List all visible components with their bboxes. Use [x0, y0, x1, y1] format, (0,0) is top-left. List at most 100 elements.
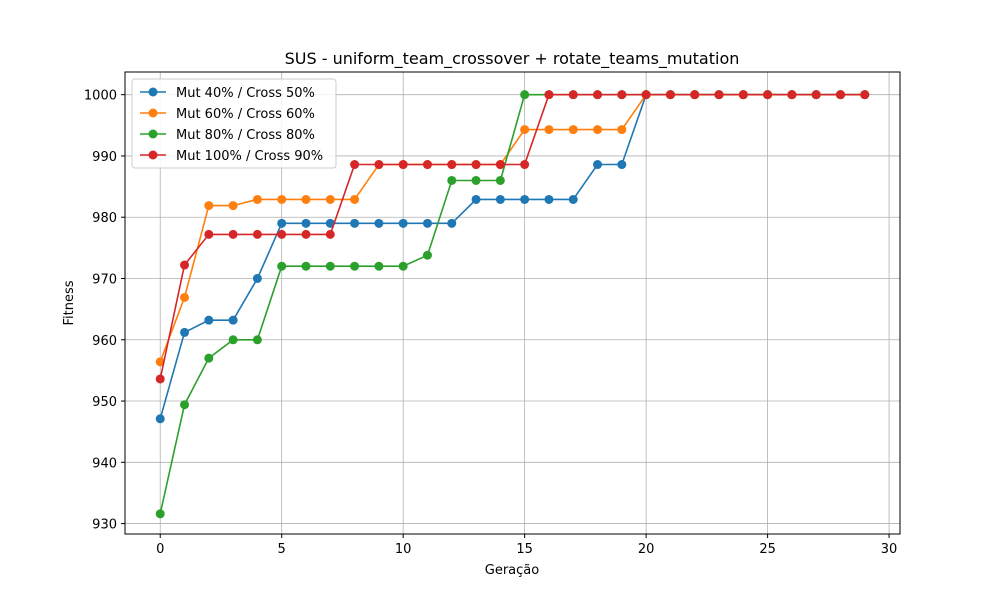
data-point [544, 194, 554, 204]
data-point [568, 90, 578, 100]
chart-title: SUS - uniform_team_crossover + rotate_te… [285, 49, 740, 69]
data-point [252, 273, 262, 283]
data-point [325, 194, 335, 204]
data-point [155, 509, 165, 519]
data-point [180, 400, 190, 410]
data-point [398, 160, 408, 170]
data-point [301, 194, 311, 204]
plot-frame [124, 71, 901, 535]
data-point [301, 261, 311, 271]
data-point [301, 218, 311, 228]
data-point [617, 90, 627, 100]
y-tick-label: 960 [92, 334, 117, 349]
legend-label: Mut 40% / Cross 50% [176, 86, 315, 101]
data-point [665, 90, 675, 100]
data-point [495, 175, 505, 185]
y-tick-label: 990 [92, 150, 117, 165]
data-point [471, 194, 481, 204]
x-tick-label: 20 [638, 542, 655, 557]
data-point [252, 335, 262, 345]
data-point [180, 292, 190, 302]
data-point [374, 218, 384, 228]
data-point [398, 218, 408, 228]
data-point [763, 90, 773, 100]
legend-label: Mut 100% / Cross 90% [176, 149, 323, 164]
data-point [228, 201, 238, 211]
data-point [447, 218, 457, 228]
data-point [495, 194, 505, 204]
data-point [204, 229, 214, 239]
legend-marker [148, 129, 158, 139]
y-tick-label: 1000 [84, 89, 117, 104]
data-point [690, 90, 700, 100]
legend-item: Mut 80% / Cross 80% [140, 128, 315, 143]
data-point [277, 194, 287, 204]
data-point [398, 261, 408, 271]
x-tick-label: 15 [516, 542, 533, 557]
data-point [252, 194, 262, 204]
data-point [422, 250, 432, 260]
data-point [155, 357, 165, 367]
y-tick-label: 950 [92, 395, 117, 410]
data-point [471, 160, 481, 170]
data-point [350, 218, 360, 228]
x-tick-label: 25 [759, 542, 776, 557]
data-point [811, 90, 821, 100]
legend-item: Mut 60% / Cross 60% [140, 107, 315, 122]
data-point [471, 175, 481, 185]
data-point [350, 160, 360, 170]
data-point [228, 229, 238, 239]
legend-marker [148, 150, 158, 160]
data-point [350, 194, 360, 204]
data-point [568, 125, 578, 135]
x-axis-title: Geração [485, 563, 539, 578]
data-point [277, 261, 287, 271]
y-tick-label: 980 [92, 211, 117, 226]
legend-item: Mut 100% / Cross 90% [140, 149, 323, 164]
data-point [835, 90, 845, 100]
data-point [180, 260, 190, 270]
data-point [301, 229, 311, 239]
y-axis: 930 940 950 960 970 980 990 1000 [84, 89, 125, 533]
data-point [617, 160, 627, 170]
series-4 [155, 90, 870, 384]
data-point [641, 90, 651, 100]
data-point [204, 201, 214, 211]
data-point [544, 90, 554, 100]
data-point [520, 160, 530, 170]
data-point [422, 160, 432, 170]
data-point [447, 160, 457, 170]
data-point [277, 229, 287, 239]
data-point [520, 194, 530, 204]
data-point [155, 374, 165, 384]
y-axis-title: Fitness [62, 280, 77, 325]
data-point [325, 229, 335, 239]
y-tick-label: 940 [92, 456, 117, 471]
data-point [447, 175, 457, 185]
data-point [325, 261, 335, 271]
data-point [180, 327, 190, 337]
data-point [714, 90, 724, 100]
data-point [422, 218, 432, 228]
legend-marker [148, 108, 158, 118]
data-point [520, 125, 530, 135]
series-layer [155, 90, 870, 519]
x-tick-label: 0 [156, 542, 164, 557]
data-point [593, 125, 603, 135]
legend-label: Mut 60% / Cross 60% [176, 107, 315, 122]
data-point [374, 160, 384, 170]
legend: Mut 40% / Cross 50% Mut 60% / Cross 60% Mu… [131, 78, 337, 169]
y-tick-label: 930 [92, 518, 117, 533]
data-point [374, 261, 384, 271]
data-point [544, 125, 554, 135]
data-point [155, 414, 165, 424]
x-tick-label: 10 [395, 542, 412, 557]
data-point [252, 229, 262, 239]
data-point [495, 160, 505, 170]
data-point [204, 315, 214, 325]
data-point [738, 90, 748, 100]
data-point [568, 194, 578, 204]
legend-label: Mut 80% / Cross 80% [176, 128, 315, 143]
data-point [350, 261, 360, 271]
